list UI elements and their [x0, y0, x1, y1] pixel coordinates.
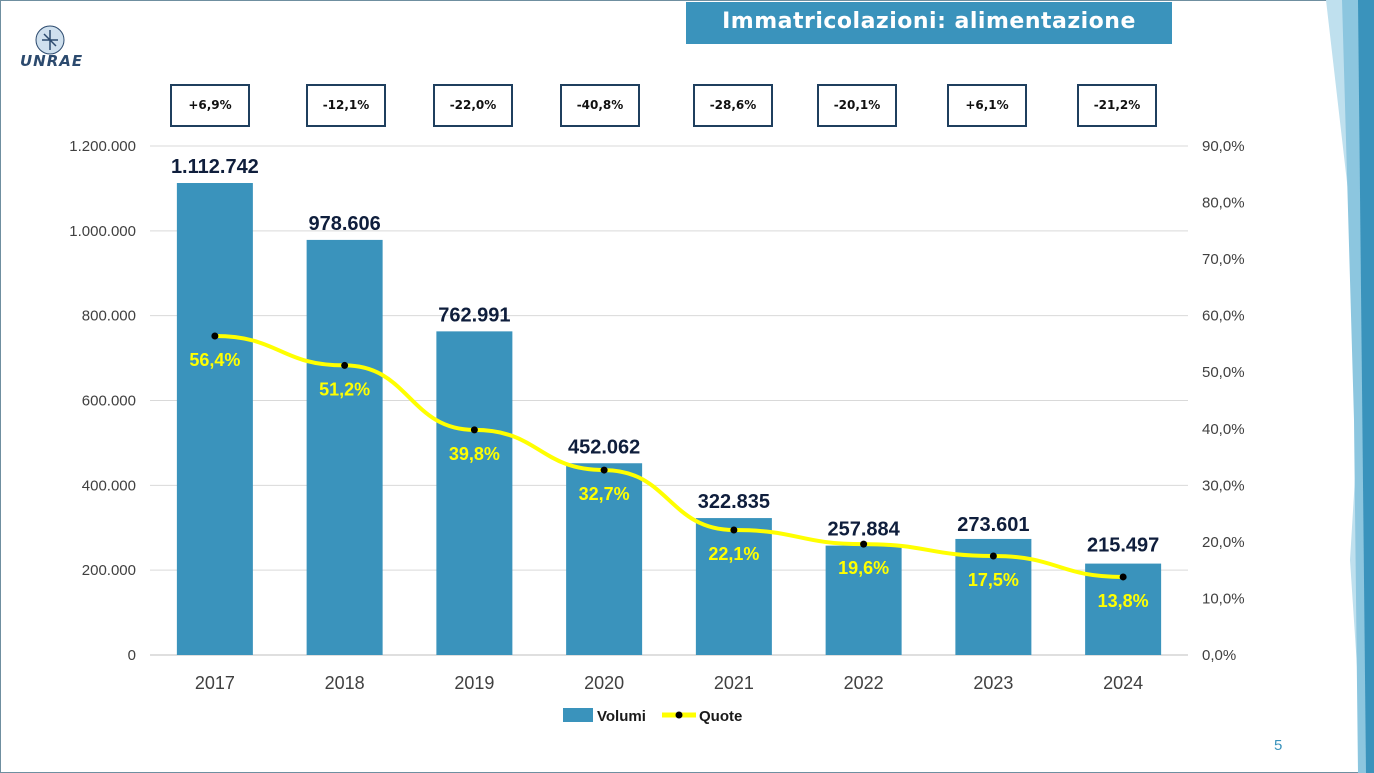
- y-left-tick-label: 1.000.000: [69, 223, 136, 240]
- y-right-tick-label: 50,0%: [1202, 364, 1245, 381]
- bar-value-label: 322.835: [698, 491, 770, 513]
- variation-box: -40,8%: [560, 84, 640, 127]
- y-right-tick-label: 90,0%: [1202, 138, 1245, 155]
- quote-point: [341, 361, 349, 369]
- bar: [176, 183, 253, 655]
- unrae-logo: UNRAE: [20, 22, 84, 72]
- quote-point: [470, 426, 478, 434]
- quote-value-label: 51,2%: [319, 379, 370, 399]
- quote-value-label: 32,7%: [579, 484, 630, 504]
- y-right-tick-label: 10,0%: [1202, 590, 1245, 607]
- x-tick-label: 2020: [584, 673, 624, 693]
- quote-point: [1119, 573, 1127, 581]
- legend-bar-swatch: [563, 708, 593, 722]
- y-right-tick-label: 80,0%: [1202, 195, 1245, 212]
- y-left-tick-label: 800.000: [82, 308, 136, 325]
- variation-box: +6,1%: [947, 84, 1027, 127]
- x-tick-label: 2017: [195, 673, 235, 693]
- bar: [825, 545, 902, 655]
- logo-emblem-icon: [35, 25, 65, 55]
- decorative-ribbon: [1326, 0, 1374, 773]
- bar-value-label: 257.884: [827, 519, 900, 541]
- slide-title: Immatricolazioni: alimentazione Diesel: [686, 2, 1172, 74]
- y-left-tick-label: 0: [128, 647, 136, 664]
- variation-box: -12,1%: [306, 84, 386, 127]
- variation-box: +6,9%: [170, 84, 250, 127]
- bar-value-label: 762.991: [438, 304, 510, 326]
- quote-point: [989, 552, 997, 560]
- y-left-tick-label: 400.000: [82, 477, 136, 494]
- legend-line-label: Quote: [699, 708, 742, 725]
- quote-value-label: 56,4%: [189, 350, 240, 370]
- y-right-tick-label: 20,0%: [1202, 534, 1245, 551]
- x-tick-label: 2024: [1103, 673, 1143, 693]
- quote-value-label: 39,8%: [449, 444, 500, 464]
- y-right-tick-label: 60,0%: [1202, 308, 1245, 325]
- legend-line-marker: [675, 711, 683, 719]
- x-tick-label: 2023: [973, 673, 1013, 693]
- y-right-tick-label: 30,0%: [1202, 477, 1245, 494]
- bar-value-label: 452.062: [568, 436, 640, 458]
- quote-point: [211, 332, 219, 340]
- page-number: 5: [1274, 737, 1283, 754]
- x-tick-label: 2019: [454, 673, 494, 693]
- bar: [695, 518, 772, 655]
- y-left-tick-label: 200.000: [82, 562, 136, 579]
- quote-value-label: 17,5%: [968, 570, 1019, 590]
- x-tick-label: 2018: [325, 673, 365, 693]
- x-tick-label: 2021: [714, 673, 754, 693]
- quote-point: [600, 466, 608, 474]
- x-tick-label: 2022: [844, 673, 884, 693]
- y-right-tick-label: 70,0%: [1202, 251, 1245, 268]
- bar: [566, 463, 643, 655]
- variation-box: -28,6%: [693, 84, 773, 127]
- variation-box: -20,1%: [817, 84, 897, 127]
- y-left-tick-label: 1.200.000: [69, 138, 136, 155]
- bar-value-label: 978.606: [308, 213, 380, 235]
- y-right-tick-label: 0,0%: [1202, 647, 1236, 664]
- y-left-tick-label: 600.000: [82, 393, 136, 410]
- quote-point: [860, 540, 868, 548]
- quote-line: [214, 334, 1124, 579]
- quote-value-label: 22,1%: [708, 544, 759, 564]
- variation-box: -22,0%: [433, 84, 513, 127]
- bar: [436, 331, 513, 655]
- logo-text: UNRAE: [20, 52, 84, 70]
- y-right-tick-label: 40,0%: [1202, 421, 1245, 438]
- quote-value-label: 13,8%: [1098, 591, 1149, 611]
- bar: [306, 239, 383, 655]
- bar-value-label: 273.601: [957, 514, 1029, 536]
- bar-value-label: 215.497: [1087, 535, 1159, 557]
- variation-box: -21,2%: [1077, 84, 1157, 127]
- legend-bar-label: Volumi: [597, 708, 646, 725]
- quote-value-label: 19,6%: [838, 558, 889, 578]
- quote-point: [730, 526, 738, 534]
- bar-value-label: 1.112.742: [171, 156, 259, 178]
